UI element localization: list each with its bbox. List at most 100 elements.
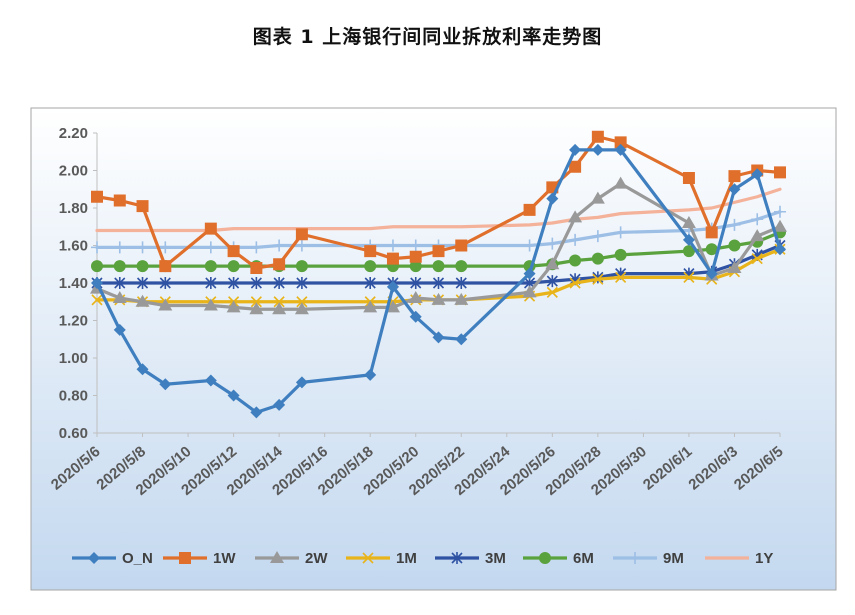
- data-point-square: [455, 239, 468, 252]
- data-point-x: [546, 286, 558, 298]
- data-point-square: [705, 226, 718, 239]
- data-point-square: [204, 222, 217, 235]
- data-point-diamond: [204, 374, 217, 387]
- y-tick-label: 1.80: [59, 200, 88, 217]
- data-point-triangle: [294, 302, 309, 315]
- data-point-plus: [409, 239, 422, 252]
- data-point-triangle: [522, 285, 537, 298]
- data-point-diamond: [432, 331, 445, 344]
- data-point-star: [228, 277, 240, 289]
- y-tick-label: 0.60: [59, 425, 88, 442]
- data-point-circle: [295, 260, 308, 273]
- series-layer: [90, 130, 787, 419]
- data-point-circle: [705, 243, 718, 256]
- data-point-star: [364, 277, 376, 289]
- series-line-1Y: [95, 187, 782, 233]
- data-point-square: [409, 250, 422, 263]
- y-tick-label: 1.40: [59, 275, 88, 292]
- data-point-plus: [629, 552, 641, 564]
- legend-label: 1Y: [755, 550, 773, 567]
- data-point-diamond: [523, 267, 536, 280]
- data-point-plus: [774, 205, 786, 218]
- data-point-star: [159, 277, 171, 289]
- data-point-plus: [751, 213, 764, 226]
- data-point-triangle: [363, 300, 378, 313]
- legend-item-1W: 1W: [163, 550, 236, 567]
- data-point-square: [159, 260, 172, 273]
- data-point-diamond: [91, 277, 103, 289]
- data-point-star: [114, 277, 126, 289]
- data-point-triangle: [727, 261, 742, 273]
- legend-label: 3M: [485, 550, 506, 567]
- series-line-2W: [95, 182, 782, 311]
- data-point-square: [774, 166, 786, 179]
- data-point-triangle: [613, 176, 628, 189]
- y-tick-label: 1.20: [59, 313, 88, 330]
- data-point-circle: [539, 552, 551, 564]
- data-point-triangle: [590, 191, 605, 204]
- y-tick-label: 2.20: [59, 125, 88, 142]
- data-point-plus: [136, 241, 149, 254]
- data-point-diamond: [113, 323, 126, 336]
- series-O_N: [91, 143, 786, 419]
- data-point-plus: [91, 241, 103, 254]
- data-point-plus: [273, 239, 286, 252]
- legend-item-O_N: O_N: [72, 550, 153, 567]
- legend-label: 6M: [573, 550, 594, 567]
- data-point-diamond: [591, 143, 604, 156]
- data-point-diamond: [250, 406, 263, 419]
- data-point-square: [432, 245, 445, 258]
- data-point-triangle: [203, 298, 218, 311]
- data-point-circle: [136, 260, 149, 273]
- chart-title: 图表 1 上海银行间同业拆放利率走势图: [252, 26, 603, 48]
- data-point-circle: [591, 252, 604, 265]
- data-point-square: [569, 160, 582, 173]
- data-point-diamond: [386, 280, 399, 293]
- legend-label: 2W: [305, 550, 328, 567]
- data-point-star: [296, 277, 308, 289]
- data-point-triangle: [385, 300, 400, 313]
- data-point-circle: [91, 260, 103, 273]
- y-tick-label: 0.80: [59, 388, 88, 405]
- data-point-square: [179, 552, 191, 564]
- data-point-diamond: [682, 233, 695, 246]
- data-point-square: [250, 262, 263, 274]
- data-point-triangle: [773, 219, 787, 232]
- data-point-triangle: [226, 300, 241, 313]
- data-point-diamond: [774, 243, 786, 256]
- legend: O_N 1W 2W 1M 3M 6M 9M 1Y: [72, 550, 773, 567]
- data-point-circle: [432, 260, 445, 273]
- data-point-star: [250, 277, 262, 289]
- series-2W: [90, 176, 787, 315]
- data-point-star: [273, 277, 285, 289]
- series-1Y: [95, 187, 782, 233]
- data-point-diamond: [364, 368, 377, 381]
- data-point-triangle: [568, 210, 583, 223]
- series-line-O_N: [95, 148, 782, 414]
- data-point-plus: [204, 241, 217, 254]
- data-point-square: [386, 252, 399, 265]
- data-point-circle: [113, 260, 126, 273]
- data-point-plus: [546, 237, 559, 250]
- data-point-square: [614, 136, 627, 149]
- series-line-1W: [95, 135, 782, 270]
- data-point-x: [91, 294, 103, 306]
- data-point-x: [362, 552, 374, 564]
- data-point-diamond: [273, 398, 286, 411]
- data-point-triangle: [454, 292, 469, 305]
- legend-label: O_N: [122, 550, 153, 567]
- data-point-x: [273, 296, 285, 308]
- legend-item-6M: 6M: [523, 550, 594, 567]
- legend-item-3M: 3M: [435, 550, 506, 567]
- data-point-diamond: [728, 183, 741, 196]
- data-point-x: [592, 273, 604, 285]
- data-point-star: [451, 552, 463, 564]
- data-point-x: [615, 271, 627, 283]
- data-point-circle: [204, 260, 217, 273]
- data-point-diamond: [751, 168, 764, 181]
- data-point-diamond: [409, 310, 422, 323]
- data-point-plus: [250, 241, 263, 254]
- data-point-circle: [364, 260, 377, 273]
- data-point-diamond: [159, 378, 172, 391]
